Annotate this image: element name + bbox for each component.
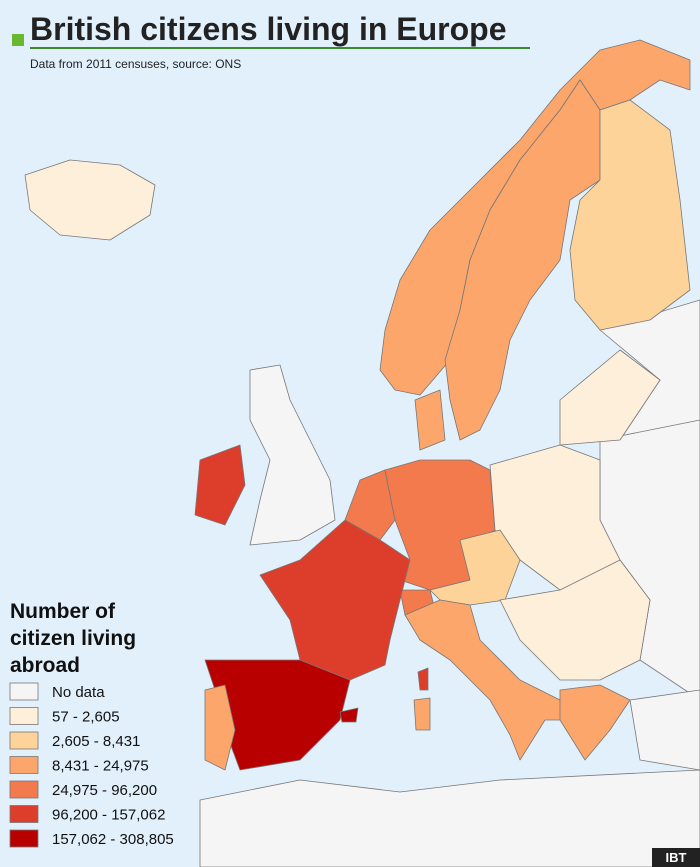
legend-swatch <box>9 707 39 725</box>
ireland <box>194 444 246 526</box>
legend-swatch <box>9 756 39 774</box>
greece <box>559 684 631 761</box>
legend-swatch <box>9 805 39 823</box>
legend-title: Number of <box>10 600 116 623</box>
corsica <box>417 667 429 691</box>
africa <box>199 769 700 867</box>
turkey <box>629 689 700 771</box>
iceland <box>24 159 156 241</box>
legend-label: 96,200 - 157,062 <box>52 807 165 824</box>
logo-box <box>652 848 700 867</box>
finland <box>569 99 691 331</box>
uk <box>249 364 336 546</box>
legend: Number of citizen living abroad No data 57 -… <box>9 600 174 848</box>
legend-title: citizen living <box>10 627 136 650</box>
sweden <box>444 79 601 441</box>
legend-label: 8,431 - 24,975 <box>52 758 149 775</box>
title-backdrop <box>0 0 535 80</box>
legend-title: abroad <box>10 654 80 677</box>
italy <box>404 599 571 761</box>
subtitle: Data from 2011 censuses, source: ONS <box>30 57 241 71</box>
legend-swatch <box>9 780 39 799</box>
denmark <box>414 389 446 451</box>
legend-swatch <box>9 731 39 750</box>
legend-label: 2,605 - 8,431 <box>52 733 140 750</box>
logo: IBT <box>666 850 687 865</box>
sardinia <box>413 697 431 731</box>
title-marker <box>12 34 24 46</box>
land <box>24 39 700 867</box>
legend-label: 57 - 2,605 <box>52 709 120 726</box>
balkans <box>499 559 651 681</box>
portugal <box>204 684 236 771</box>
legend-label: No data <box>52 684 105 701</box>
legend-label: 157,062 - 308,805 <box>52 831 174 848</box>
balearics <box>339 707 359 723</box>
legend-swatch <box>9 829 39 848</box>
legend-label: 24,975 - 96,200 <box>52 782 157 799</box>
legend-swatch <box>9 682 39 701</box>
france <box>259 519 411 681</box>
baltics <box>559 349 661 446</box>
title: British citizens living in Europe <box>30 11 507 47</box>
